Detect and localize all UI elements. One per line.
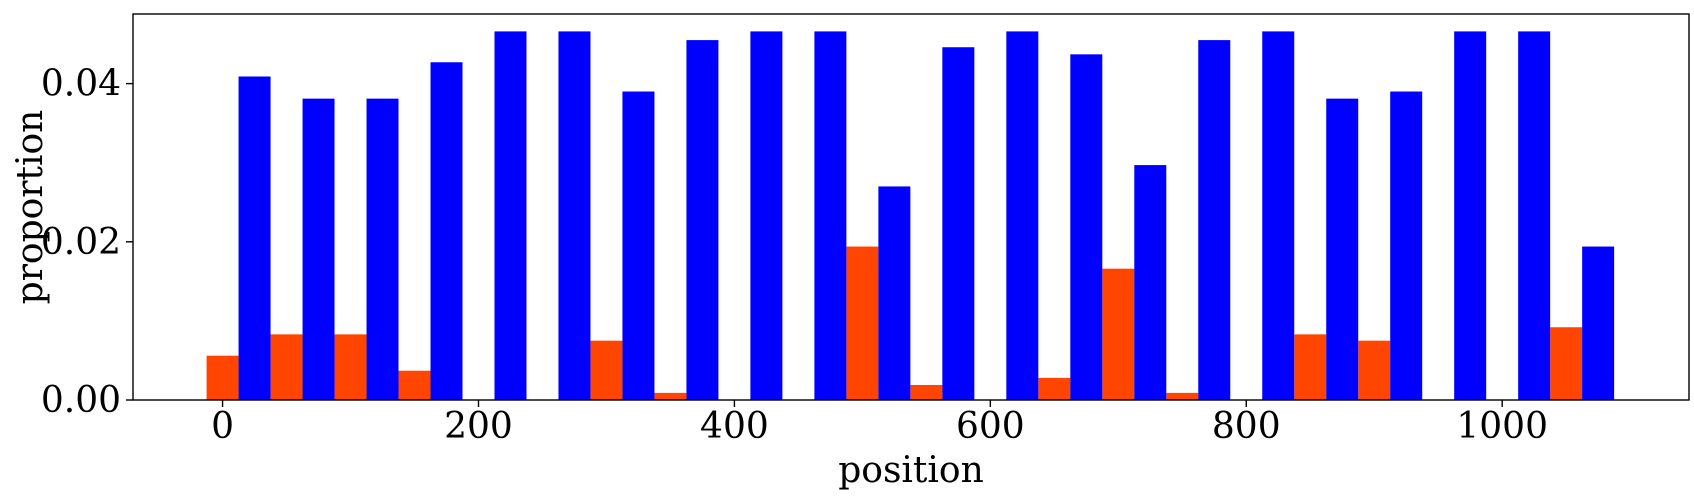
bar-series1-150 bbox=[398, 370, 431, 400]
bar-series2-775 bbox=[1198, 40, 1231, 400]
bar-series2-175 bbox=[430, 62, 463, 400]
bar-series1-650 bbox=[1038, 377, 1071, 400]
bar-series1-900 bbox=[1358, 340, 1391, 400]
x-tick-label: 200 bbox=[444, 406, 513, 447]
bar-series1-550 bbox=[910, 384, 943, 400]
y-tick-label: 0.02 bbox=[41, 222, 121, 263]
x-tick-label: 0 bbox=[211, 406, 234, 447]
bar-series2-975 bbox=[1454, 31, 1487, 401]
x-tick-label: 1000 bbox=[1456, 406, 1548, 447]
bar-series1-500 bbox=[846, 246, 879, 400]
x-axis-label: position bbox=[838, 450, 984, 491]
x-tick-label: 800 bbox=[1212, 406, 1281, 447]
bar-series2-225 bbox=[494, 31, 527, 401]
bar-series2-125 bbox=[366, 98, 399, 400]
bar-series2-375 bbox=[686, 40, 719, 400]
bar-series2-625 bbox=[1006, 31, 1039, 401]
bar-series1-350 bbox=[654, 392, 687, 400]
y-axis-label: proportion bbox=[10, 110, 51, 305]
bar-series1-750 bbox=[1166, 392, 1199, 400]
x-tick-label: 400 bbox=[700, 406, 769, 447]
bar-series2-925 bbox=[1390, 91, 1423, 401]
bar-series2-875 bbox=[1326, 98, 1359, 400]
bar-series2-275 bbox=[558, 31, 591, 401]
bar-series2-75 bbox=[302, 98, 335, 400]
bar-series1-1050 bbox=[1550, 327, 1583, 400]
bar-series2-1025 bbox=[1518, 31, 1551, 401]
bar-series2-25 bbox=[238, 76, 271, 401]
bar-series1-0 bbox=[206, 355, 239, 400]
y-axis-ticks: 0.00 0.02 0.04 bbox=[41, 64, 133, 421]
bar-series1-100 bbox=[334, 334, 367, 400]
y-tick-label: 0.00 bbox=[41, 380, 121, 421]
bar-series2-725 bbox=[1134, 165, 1167, 400]
bar-series2-325 bbox=[622, 91, 655, 401]
bar-series1-50 bbox=[270, 334, 303, 400]
y-tick-label: 0.04 bbox=[41, 64, 121, 105]
bar-series2-575 bbox=[942, 47, 975, 400]
plot-frame bbox=[132, 13, 1690, 401]
bar-series2-825 bbox=[1262, 31, 1295, 401]
x-axis-ticks: 0 200 400 600 800 1000 bbox=[211, 400, 1548, 447]
bar-series2-425 bbox=[750, 31, 783, 401]
bar-series2-475 bbox=[814, 31, 847, 401]
bar-series2-1075 bbox=[1582, 246, 1615, 400]
bar-series1-850 bbox=[1294, 334, 1327, 400]
bar-series1-700 bbox=[1102, 268, 1135, 400]
bar-series2-525 bbox=[878, 186, 911, 400]
bar-series1-300 bbox=[590, 340, 623, 400]
bar-series2-675 bbox=[1070, 54, 1103, 401]
x-tick-label: 600 bbox=[956, 406, 1025, 447]
bars-group bbox=[206, 31, 1615, 401]
